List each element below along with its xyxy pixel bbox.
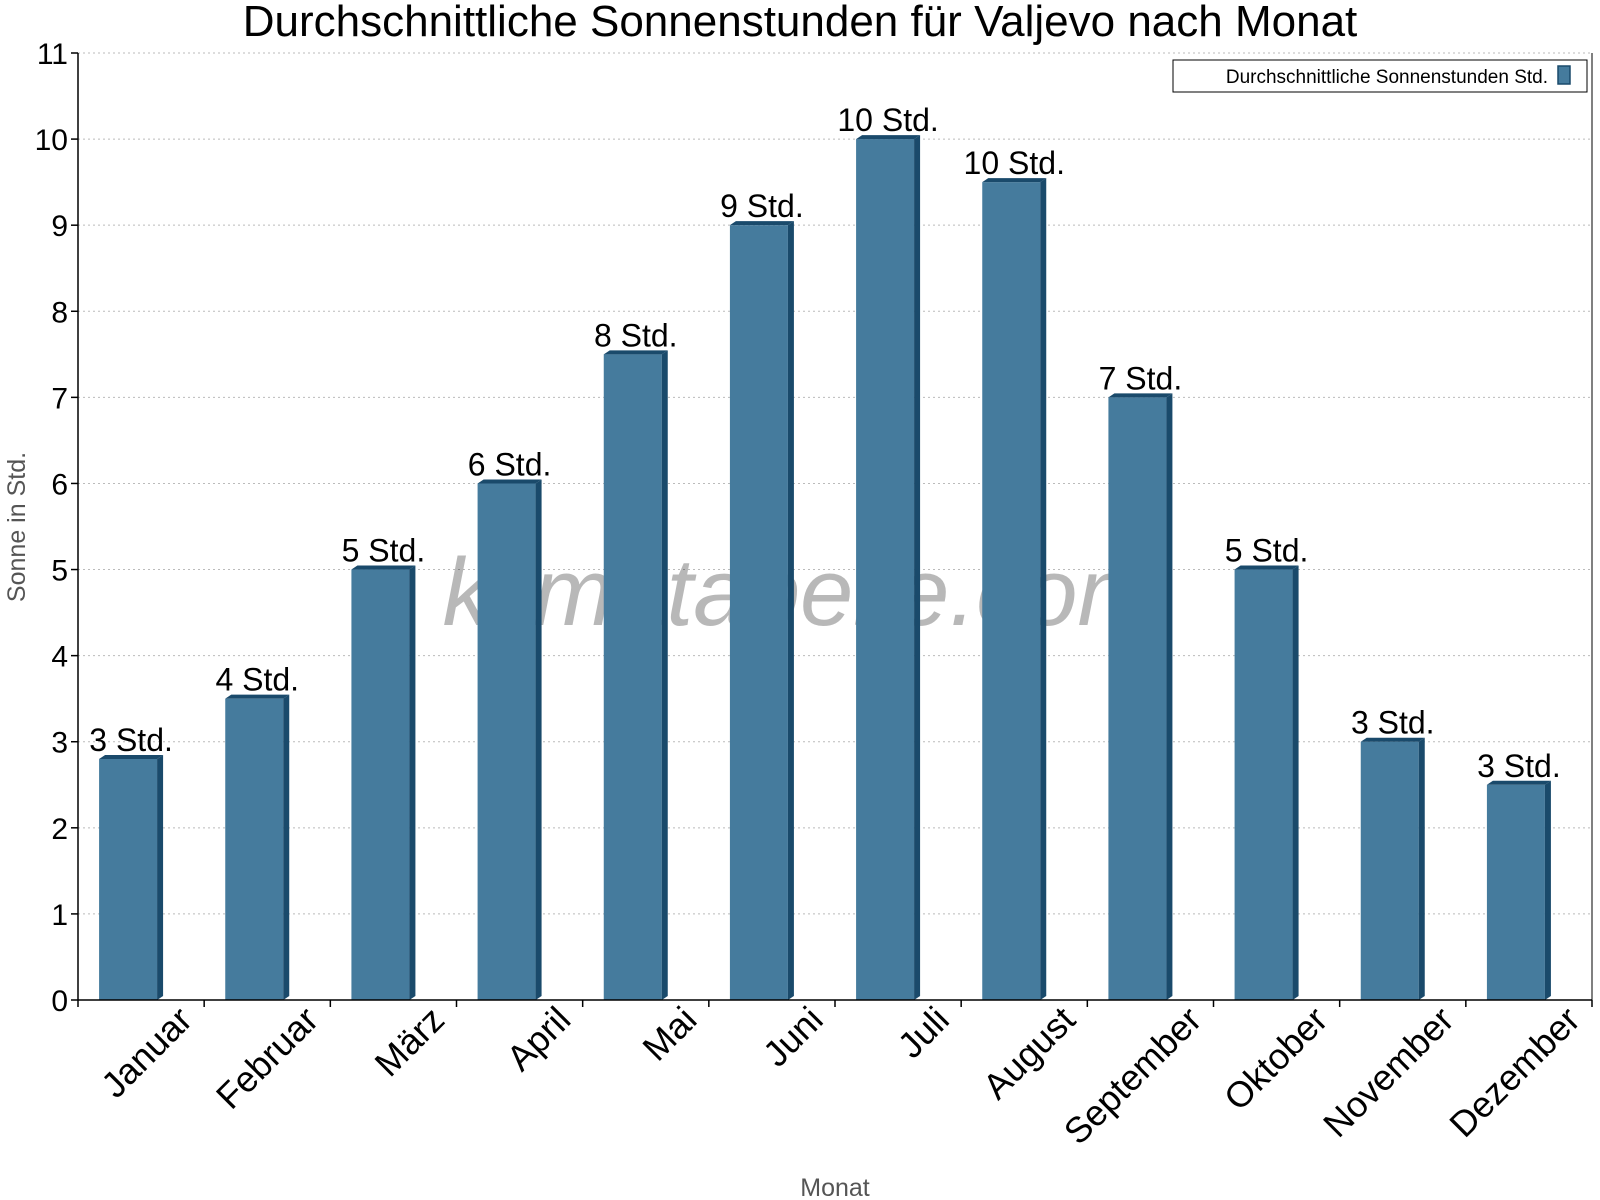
x-tick-label: Dezember bbox=[1441, 999, 1587, 1145]
bar-juli: 10 Std. bbox=[837, 102, 939, 1000]
bar-september: 7 Std. bbox=[1099, 360, 1183, 1000]
y-tick-label: 9 bbox=[51, 210, 68, 243]
bar-juni: 9 Std. bbox=[720, 188, 804, 1000]
bar-februar: 4 Std. bbox=[215, 662, 299, 1000]
y-tick-label: 7 bbox=[51, 382, 68, 415]
bar-front bbox=[1360, 741, 1419, 1000]
x-axis-ticks: Januar Februar März April Mai Juni Juli AugustS… bbox=[77, 999, 1593, 1153]
x-tick-label: Juli bbox=[890, 999, 957, 1066]
bar-side bbox=[787, 221, 794, 1000]
bar-front bbox=[1108, 397, 1167, 1000]
bar-front bbox=[603, 354, 662, 1000]
legend-box bbox=[1172, 59, 1588, 93]
x-tick-label: Juni bbox=[755, 999, 831, 1075]
bar-side bbox=[157, 754, 164, 1000]
bar-side bbox=[535, 479, 542, 1000]
bar-front bbox=[982, 182, 1041, 1001]
y-tick-label: 10 bbox=[35, 124, 68, 157]
bar-side bbox=[1040, 178, 1047, 1001]
bar-top bbox=[1360, 737, 1425, 742]
legend-label: Durchschnittliche Sonnenstunden Std. bbox=[1226, 67, 1548, 88]
data-label: 8 Std. bbox=[594, 317, 678, 353]
y-tick-label: 4 bbox=[51, 641, 68, 674]
x-tick-label: November bbox=[1315, 999, 1461, 1145]
data-label: 9 Std. bbox=[720, 188, 804, 224]
data-label: 5 Std. bbox=[342, 533, 426, 569]
bar-top bbox=[729, 221, 794, 226]
x-axis-title: Monat bbox=[800, 1174, 870, 1200]
data-label: 5 Std. bbox=[1225, 533, 1309, 569]
bar-august: 10 Std. bbox=[964, 145, 1065, 1001]
grid-lines bbox=[78, 52, 1592, 915]
bars: 3 Std. 4 Std. 5 Std. 6 Std. 8 Std. 9 Std. 10 S… bbox=[89, 102, 1561, 1001]
bar-front bbox=[1234, 569, 1293, 1000]
bar-januar: 3 Std. bbox=[89, 722, 173, 1000]
data-label: 7 Std. bbox=[1099, 360, 1183, 396]
bar-side bbox=[283, 694, 290, 1000]
bar-side bbox=[1544, 780, 1551, 1000]
x-tick-label: März bbox=[367, 999, 453, 1085]
data-label: 3 Std. bbox=[89, 722, 173, 758]
bar-front bbox=[351, 569, 410, 1000]
y-tick-label: 11 bbox=[37, 38, 68, 71]
bar-oktober: 5 Std. bbox=[1225, 533, 1309, 1000]
data-label: 3 Std. bbox=[1351, 705, 1435, 741]
bar-top bbox=[225, 694, 290, 699]
legend-swatch bbox=[1557, 65, 1571, 85]
bar-front bbox=[729, 225, 788, 1000]
y-tick-label: 6 bbox=[51, 468, 68, 501]
x-tick-label: Januar bbox=[93, 999, 200, 1106]
bar-top bbox=[1108, 393, 1173, 398]
bar-side bbox=[661, 350, 668, 1000]
bar-top bbox=[99, 754, 164, 759]
y-tick-label: 3 bbox=[51, 727, 68, 760]
bar-side bbox=[1292, 565, 1299, 1000]
x-tick-label: Mai bbox=[634, 999, 704, 1069]
bar-märz: 5 Std. bbox=[342, 533, 426, 1000]
bar-november: 3 Std. bbox=[1351, 705, 1435, 1000]
bar-front bbox=[477, 483, 536, 1000]
data-label: 3 Std. bbox=[1477, 748, 1561, 784]
bar-front bbox=[856, 139, 915, 1000]
chart-title: Durchschnittliche Sonnenstunden für Valj… bbox=[243, 0, 1358, 46]
x-tick-label: Oktober bbox=[1216, 999, 1336, 1119]
y-tick-label: 5 bbox=[51, 555, 68, 588]
y-axis-ticks: 0 1 2 3 4 5 6 7 8 9 10 11 bbox=[35, 38, 78, 1018]
data-label: 4 Std. bbox=[215, 662, 299, 698]
x-tick-label: August bbox=[975, 999, 1083, 1107]
y-tick-label: 1 bbox=[51, 899, 68, 932]
bar-side bbox=[914, 135, 921, 1000]
y-tick-label: 0 bbox=[51, 985, 68, 1018]
data-label: 6 Std. bbox=[468, 446, 552, 482]
bar-top bbox=[477, 479, 542, 484]
x-tick-label: Februar bbox=[208, 999, 326, 1117]
bar-dezember: 3 Std. bbox=[1477, 748, 1561, 1000]
bar-mai: 8 Std. bbox=[594, 317, 678, 1000]
y-axis-title: Sonne in Std. bbox=[3, 452, 31, 602]
data-label: 10 Std. bbox=[837, 102, 938, 138]
bar-side bbox=[1418, 737, 1425, 1000]
bar-top bbox=[1234, 565, 1299, 570]
watermark: klimatabelle.com bbox=[443, 539, 1158, 646]
data-label: 10 Std. bbox=[964, 145, 1065, 181]
x-tick-label: April bbox=[498, 999, 578, 1079]
y-tick-label: 8 bbox=[51, 296, 68, 329]
bar-top bbox=[351, 565, 416, 570]
legend: Durchschnittliche Sonnenstunden Std. bbox=[1172, 59, 1588, 93]
bar-top bbox=[982, 178, 1047, 183]
bar-top bbox=[1486, 780, 1551, 785]
bar-april: 6 Std. bbox=[468, 446, 552, 1000]
y-tick-label: 2 bbox=[51, 813, 68, 846]
bar-side bbox=[409, 565, 416, 1000]
bar-front bbox=[1486, 784, 1545, 1000]
bar-front bbox=[99, 758, 158, 1000]
bar-top bbox=[603, 350, 668, 355]
x-tick-label: September bbox=[1056, 999, 1210, 1153]
bar-top bbox=[856, 135, 921, 140]
bar-front bbox=[225, 698, 284, 1000]
bar-side bbox=[1166, 393, 1173, 1000]
